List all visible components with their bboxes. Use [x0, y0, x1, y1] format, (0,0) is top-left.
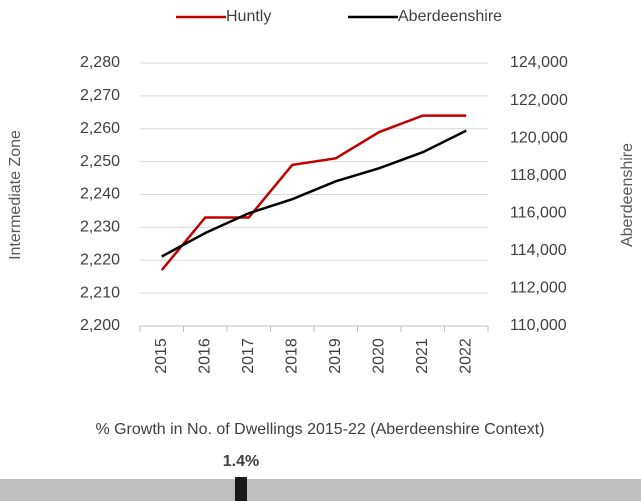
growth-label: 1.4% — [223, 453, 259, 470]
x-tick-label: 2018 — [283, 338, 300, 374]
y2-tick-label: 122,000 — [510, 92, 568, 109]
legend-label: Huntly — [226, 8, 271, 25]
x-tick-label: 2016 — [196, 338, 213, 374]
x-tick-label: 2022 — [457, 338, 474, 374]
x-tick-label: 2021 — [414, 338, 431, 374]
y-tick-label: 2,210 — [80, 284, 120, 301]
growth-track — [0, 479, 641, 501]
y-axis-title: Intermediate Zone — [7, 130, 24, 260]
y-tick-label: 2,240 — [80, 186, 120, 203]
y2-tick-label: 112,000 — [510, 280, 567, 297]
growth-title: % Growth in No. of Dwellings 2015-22 (Ab… — [95, 421, 544, 438]
y2-tick-label: 118,000 — [510, 167, 567, 184]
y2-axis-title: Aberdeenshire — [619, 143, 636, 247]
x-tick-label: 2015 — [153, 338, 170, 374]
y2-tick-label: 116,000 — [510, 205, 567, 222]
x-tick-label: 2020 — [370, 338, 387, 374]
series-line — [160, 114, 467, 271]
y-tick-label: 2,280 — [80, 54, 120, 71]
legend-label: Aberdeenshire — [398, 8, 502, 25]
y2-tick-label: 110,000 — [510, 317, 567, 334]
y-tick-label: 2,220 — [80, 251, 120, 268]
y2-tick-label: 120,000 — [510, 129, 568, 146]
y-tick-label: 2,250 — [80, 153, 120, 170]
x-tick-label: 2017 — [240, 338, 257, 374]
y-tick-label: 2,260 — [80, 120, 120, 137]
x-tick-label: 2019 — [327, 338, 344, 374]
y-tick-label: 2,230 — [80, 219, 120, 236]
y2-tick-label: 114,000 — [510, 242, 567, 259]
y-tick-label: 2,270 — [80, 87, 120, 104]
series-line — [161, 129, 467, 258]
y-tick-label: 2,200 — [80, 317, 120, 334]
y2-tick-label: 124,000 — [510, 54, 568, 71]
growth-marker — [235, 477, 247, 501]
